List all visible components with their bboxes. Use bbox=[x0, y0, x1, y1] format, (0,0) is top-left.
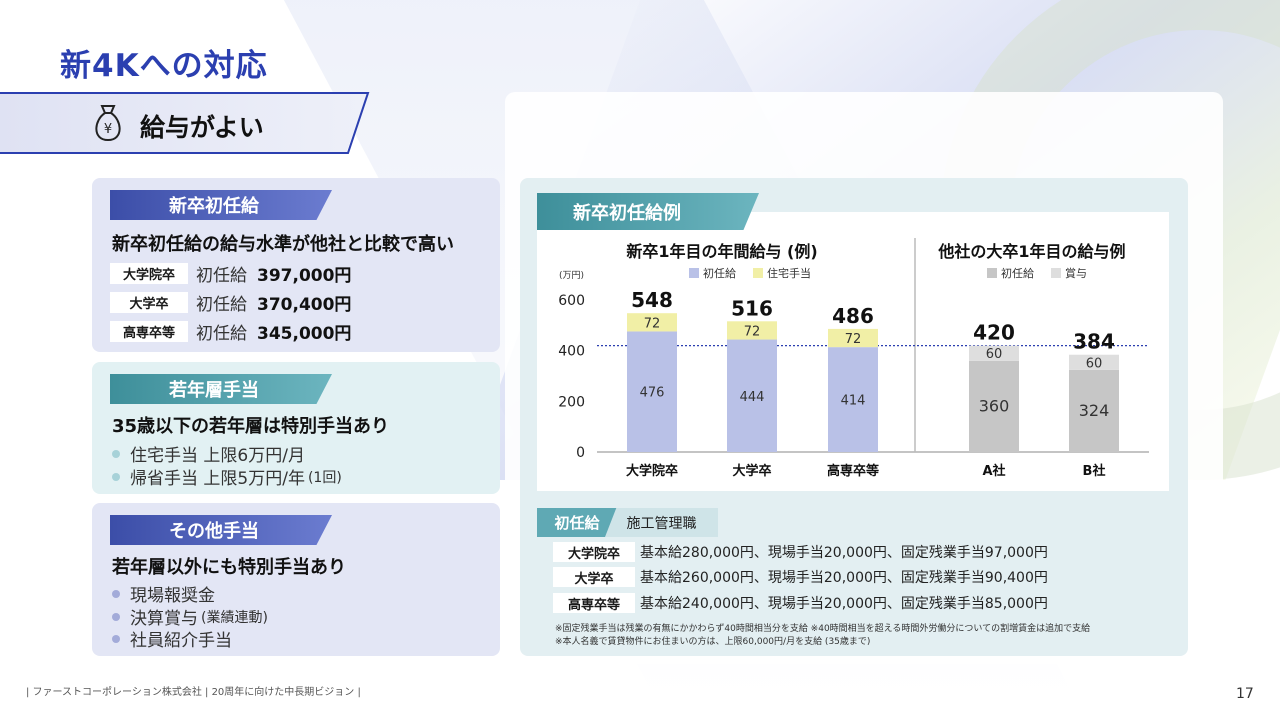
y-tick-label: 400 bbox=[558, 344, 585, 360]
page-title: 新4Kへの対応 bbox=[60, 48, 268, 84]
total-label: 486 bbox=[832, 304, 874, 328]
data-label: 60 bbox=[1086, 356, 1103, 371]
chart-title: 新卒1年目の年間給与 (例) bbox=[626, 242, 817, 261]
other-allowance-card: その他手当 若年層以外にも特別手当あり 現場報奨金 決算賞与 (業績連動) 社員… bbox=[92, 503, 500, 656]
detail-tag-starting-salary: 初任給 bbox=[537, 508, 617, 537]
y-tick-label: 200 bbox=[558, 394, 585, 410]
list-item: 決算賞与 (業績連動) bbox=[112, 604, 268, 629]
bullet-dot bbox=[112, 589, 120, 598]
detail-row-label: 高専卒等 bbox=[553, 593, 635, 613]
list-item-text: 帰省手当 上限5万円/年 bbox=[130, 469, 305, 489]
data-label: 72 bbox=[744, 324, 761, 339]
legend-label: 賞与 bbox=[1065, 267, 1087, 280]
list-item: 現場報奨金 bbox=[112, 581, 215, 606]
salary-row-amount: 370,400円 bbox=[257, 295, 352, 315]
salary-row-kind: 初任給 bbox=[196, 266, 247, 286]
legend-label: 初任給 bbox=[1001, 266, 1034, 280]
data-label: 476 bbox=[640, 386, 665, 401]
bullet-dot bbox=[112, 472, 120, 481]
legend-swatch bbox=[753, 268, 763, 278]
footnote: ※本人名義で賃貸物件にお住まいの方は、上限60,000円/月を支給 (35歳まで… bbox=[555, 637, 871, 647]
list-item-text: 社員紹介手当 bbox=[130, 631, 232, 651]
x-tick-label: 大学院卒 bbox=[626, 463, 678, 479]
salary-row: 高専卒等 初任給 345,000円 bbox=[110, 319, 351, 344]
list-item-text: 住宅手当 上限6万円/月 bbox=[130, 446, 305, 466]
salary-row-label: 高専卒等 bbox=[110, 321, 188, 342]
detail-row-label: 大学卒 bbox=[553, 567, 635, 587]
starting-salary-lead: 新卒初任給の給与水準が他社と比較で高い bbox=[112, 234, 454, 255]
salary-row-label: 大学卒 bbox=[110, 292, 188, 313]
bullet-dot bbox=[112, 634, 120, 643]
detail-row: 高専卒等 基本給240,000円、現場手当20,000円、固定残業手当85,00… bbox=[553, 593, 1048, 613]
legend-swatch bbox=[1051, 268, 1061, 278]
banner-title: 給与がよい bbox=[140, 113, 264, 142]
x-tick-label: 大学卒 bbox=[732, 463, 771, 479]
list-item-note: (業績連動) bbox=[201, 609, 268, 626]
list-item: 社員紹介手当 bbox=[112, 626, 232, 651]
salary-row-amount: 345,000円 bbox=[257, 324, 352, 344]
youth-allowance-card: 若年層手当 35歳以下の若年層は特別手当あり 住宅手当 上限6万円/月 帰省手当… bbox=[92, 362, 500, 494]
footnote: ※固定残業手当は残業の有無にかかわらず40時間相当分を支給 ※40時間相当を超え… bbox=[555, 624, 1091, 634]
total-label: 420 bbox=[973, 321, 1015, 345]
salary-row-amount: 397,000円 bbox=[257, 266, 352, 286]
y-tick-label: 600 bbox=[558, 293, 585, 309]
money-bag-yen-icon: ¥ bbox=[95, 105, 121, 142]
data-label: 72 bbox=[644, 316, 661, 331]
data-label: 72 bbox=[845, 332, 862, 347]
detail-row: 大学院卒 基本給280,000円、現場手当20,000円、固定残業手当97,00… bbox=[553, 542, 1048, 562]
y-tick-label: 0 bbox=[576, 445, 585, 461]
other-allowance-tag: その他手当 bbox=[110, 515, 332, 545]
legend-label: 住宅手当 bbox=[767, 266, 811, 280]
x-tick-label: B社 bbox=[1083, 463, 1106, 479]
data-label: 324 bbox=[1079, 401, 1110, 420]
total-label: 384 bbox=[1073, 330, 1115, 354]
total-label: 548 bbox=[631, 288, 673, 312]
legend-label: 初任給 bbox=[703, 266, 736, 280]
starting-salary-tag: 新卒初任給 bbox=[110, 190, 332, 220]
data-label: 444 bbox=[740, 390, 765, 405]
footer-text: | ファーストコーポレーション株式会社 | 20周年に向けた中長期ビジョン | bbox=[26, 687, 361, 698]
svg-text:¥: ¥ bbox=[104, 122, 112, 137]
salary-row: 大学卒 初任給 370,400円 bbox=[110, 290, 351, 315]
bullet-dot bbox=[112, 449, 120, 458]
salary-row-kind: 初任給 bbox=[196, 295, 247, 315]
x-tick-label: 高専卒等 bbox=[827, 463, 879, 479]
legend-swatch bbox=[987, 268, 997, 278]
salary-row-label: 大学院卒 bbox=[110, 263, 188, 284]
data-label: 360 bbox=[979, 396, 1010, 415]
youth-allowance-lead: 35歳以下の若年層は特別手当あり bbox=[112, 416, 390, 437]
detail-row-label: 大学院卒 bbox=[553, 542, 635, 562]
detail-tag-job-type: 施工管理職 bbox=[605, 508, 718, 537]
list-item: 住宅手当 上限6万円/月 bbox=[112, 441, 305, 466]
x-tick-label: A社 bbox=[982, 463, 1005, 479]
list-item: 帰省手当 上限5万円/年 (1回) bbox=[112, 464, 342, 489]
bullet-dot bbox=[112, 612, 120, 621]
unit-label: (万円) bbox=[559, 270, 584, 281]
list-item-note: (1回) bbox=[307, 469, 342, 486]
youth-allowance-tag: 若年層手当 bbox=[110, 374, 332, 404]
chart-title: 他社の大卒1年目の給与例 bbox=[937, 242, 1125, 261]
detail-row-text: 基本給260,000円、現場手当20,000円、固定残業手当90,400円 bbox=[640, 570, 1048, 586]
list-item-text: 決算賞与 bbox=[130, 609, 198, 629]
data-label: 60 bbox=[986, 347, 1003, 362]
legend-swatch bbox=[689, 268, 699, 278]
list-item-text: 現場報奨金 bbox=[130, 586, 215, 606]
data-label: 414 bbox=[841, 394, 866, 409]
detail-row-text: 基本給280,000円、現場手当20,000円、固定残業手当97,000円 bbox=[640, 545, 1048, 561]
salary-row-kind: 初任給 bbox=[196, 324, 247, 344]
salary-row: 大学院卒 初任給 397,000円 bbox=[110, 261, 351, 286]
total-label: 516 bbox=[731, 296, 773, 320]
other-allowance-lead: 若年層以外にも特別手当あり bbox=[112, 557, 346, 578]
starting-salary-card: 新卒初任給 新卒初任給の給与水準が他社と比較で高い 大学院卒 初任給 397,0… bbox=[92, 178, 500, 352]
detail-row-text: 基本給240,000円、現場手当20,000円、固定残業手当85,000円 bbox=[640, 596, 1048, 612]
page-number: 17 bbox=[1236, 686, 1254, 702]
detail-row: 大学卒 基本給260,000円、現場手当20,000円、固定残業手当90,400… bbox=[553, 567, 1048, 587]
